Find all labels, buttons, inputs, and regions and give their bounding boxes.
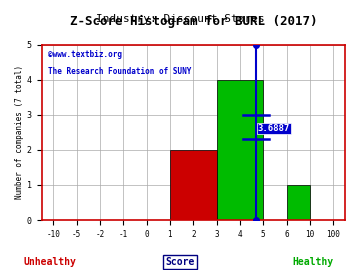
Text: Unhealthy: Unhealthy (24, 257, 77, 267)
Text: ©www.textbiz.org: ©www.textbiz.org (48, 50, 122, 59)
Bar (287, 185, 310, 220)
Text: Score: Score (165, 257, 195, 267)
Bar (170, 150, 217, 220)
Title: Z-Score Histogram for BURL (2017): Z-Score Histogram for BURL (2017) (69, 15, 317, 28)
Bar (217, 80, 263, 220)
Text: Healthy: Healthy (293, 257, 334, 267)
Text: The Research Foundation of SUNY: The Research Foundation of SUNY (48, 67, 191, 76)
Text: Industry: Discount Stores: Industry: Discount Stores (96, 14, 264, 24)
Text: 3.6887: 3.6887 (258, 124, 290, 133)
Y-axis label: Number of companies (7 total): Number of companies (7 total) (15, 65, 24, 199)
